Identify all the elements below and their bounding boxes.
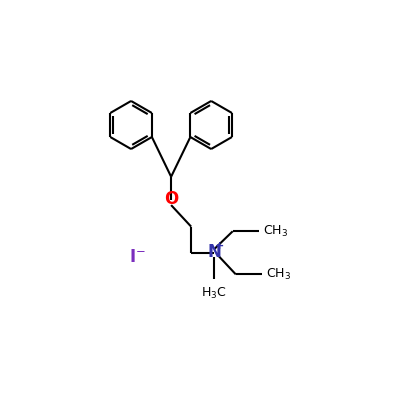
Text: CH$_3$: CH$_3$ <box>266 267 291 282</box>
Text: +: + <box>215 241 224 251</box>
Text: H$_3$C: H$_3$C <box>202 286 227 301</box>
Text: N: N <box>207 242 221 260</box>
Text: O: O <box>164 190 178 208</box>
Text: I$^{-}$: I$^{-}$ <box>129 248 146 266</box>
Text: CH$_3$: CH$_3$ <box>262 224 288 239</box>
